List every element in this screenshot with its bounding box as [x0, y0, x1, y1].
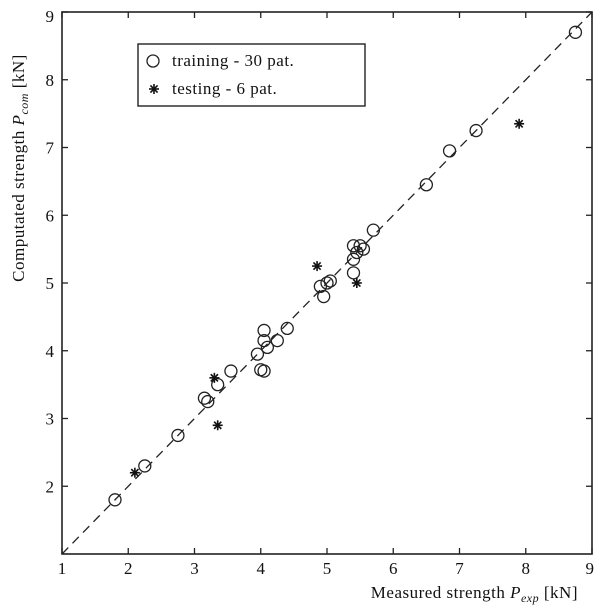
y-tick-label-3: 5 [46, 274, 55, 293]
legend-testing-label: testing - 6 pat. [172, 79, 277, 98]
y-tick-label-7: 9 [46, 7, 55, 26]
y-axis-label-unit: [kN] [9, 54, 28, 88]
training-point-14 [280, 321, 294, 336]
x-tick-label-5: 6 [389, 559, 398, 578]
training-point-6 [224, 364, 238, 378]
y-tick-label-2: 4 [46, 342, 55, 361]
testing-point-4 [351, 278, 362, 288]
legend-training-label: training - 30 pat. [172, 51, 294, 70]
training-point-7 [250, 347, 265, 361]
axis-ticks [61, 11, 593, 554]
training-point-3 [197, 391, 212, 405]
y-tick-label-6: 8 [46, 71, 55, 90]
training-point-29 [568, 25, 583, 39]
x-axis-label-symbol: P [509, 583, 521, 602]
x-tick-label-8: 9 [586, 559, 594, 578]
y-tick-label-1: 3 [46, 410, 55, 429]
training-point-28 [469, 123, 483, 138]
training-point-17 [320, 276, 334, 290]
x-tick-label-0: 1 [58, 559, 67, 578]
legend-asterisk-marker [149, 84, 159, 94]
x-tick-label-2: 3 [190, 559, 199, 578]
training-point-9 [257, 364, 271, 378]
training-point-22 [350, 245, 364, 260]
testing-point-5 [514, 118, 525, 129]
axis-tick-labels: 1 2 3 4 5 6 7 8 9 2 3 4 5 6 7 8 9 [46, 7, 594, 578]
testing-point-2 [212, 420, 223, 431]
training-point-19 [346, 266, 361, 280]
y-tick-label-4: 6 [46, 206, 55, 225]
training-point-27 [442, 144, 457, 158]
training-point-12 [260, 340, 275, 355]
x-axis-label: Measured strength Pexp [kN] [371, 583, 578, 605]
x-tick-label-1: 2 [124, 559, 133, 578]
x-axis-label-text: Measured strength [371, 583, 506, 602]
legend-box [137, 43, 366, 107]
training-point-21 [346, 239, 361, 253]
y-axis-label-text: Computated strength [9, 130, 28, 282]
testing-point-1 [209, 372, 220, 383]
training-point-1 [138, 459, 152, 473]
training-point-11 [257, 333, 271, 348]
training-point-13 [270, 333, 284, 348]
training-point-24 [356, 242, 371, 256]
y-tick-label-0: 2 [46, 477, 55, 496]
testing-point-0 [129, 467, 140, 478]
legend: training - 30 pat. testing - 6 pat. [137, 43, 366, 107]
x-axis-label-unit: [kN] [544, 583, 578, 602]
training-point-20 [346, 252, 361, 266]
training-point-2 [171, 428, 185, 443]
x-tick-label-7: 8 [522, 559, 531, 578]
data-points [108, 25, 583, 507]
training-point-10 [257, 323, 271, 338]
testing-point-3 [312, 261, 323, 272]
x-tick-label-4: 5 [323, 559, 332, 578]
training-point-23 [353, 239, 367, 253]
legend-circle-marker [146, 54, 160, 68]
y-tick-label-5: 7 [46, 139, 55, 158]
training-point-18 [323, 274, 337, 288]
y-axis-label: Computated strength Pcom [kN] [9, 54, 31, 282]
training-point-4 [201, 394, 215, 409]
x-tick-label-6: 7 [455, 559, 464, 578]
y-axis-label-subscript: com [17, 93, 31, 115]
x-tick-label-3: 4 [257, 559, 266, 578]
x-axis-label-subscript: exp [521, 591, 539, 605]
y-axis-label-symbol: P [9, 115, 28, 127]
training-point-25 [366, 223, 381, 237]
training-point-16 [317, 289, 331, 304]
training-point-26 [419, 178, 434, 192]
training-point-0 [108, 493, 122, 507]
training-point-15 [313, 279, 328, 294]
